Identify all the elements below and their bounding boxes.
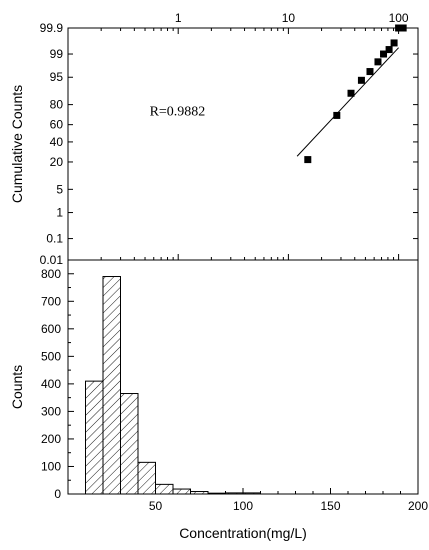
fit-line (296, 47, 399, 157)
top-y-tick-label: 0.1 (46, 232, 63, 246)
scatter-point (374, 58, 382, 66)
histogram-bar (102, 276, 121, 495)
bottom-y-tick-label: 400 (41, 377, 61, 391)
scatter-point (395, 24, 403, 32)
bottom-x-ticks: 50 100 150 200 (67, 488, 428, 513)
histogram-bar (172, 488, 191, 495)
histogram-bar (85, 380, 104, 495)
scatter-point (347, 89, 355, 97)
top-y-tick-label: 40 (50, 135, 64, 149)
histogram-bar (137, 461, 156, 495)
histogram-bars (85, 276, 261, 495)
top-x-tick-label: 100 (389, 11, 409, 25)
top-y-ticks: 99.9 99 95 80 60 40 20 5 1 0.1 0.01 (40, 21, 418, 267)
top-y-tick-label: 20 (50, 155, 64, 169)
bottom-y-ticks: 0 100 200 300 400 500 600 700 800 (41, 267, 74, 501)
top-y-tick-label: 0.01 (40, 253, 64, 267)
bottom-y-tick-label: 500 (41, 349, 61, 363)
bottom-x-tick-label: 100 (233, 499, 253, 513)
scatter-point (366, 68, 374, 76)
bottom-y-tick-label: 100 (41, 459, 61, 473)
bottom-y-tick-label: 600 (41, 322, 61, 336)
bottom-x-tick-label: 50 (149, 499, 163, 513)
histogram: 50 100 150 200 0 100 200 300 400 500 600 700 800 Co… (9, 259, 428, 541)
scatter-point (399, 24, 407, 32)
bottom-y-tick-label: 700 (41, 294, 61, 308)
top-y-axis-label: Cumulative Counts (9, 85, 25, 203)
scatter-point (333, 111, 341, 119)
top-y-tick-label: 95 (50, 70, 64, 84)
bottom-y-tick-label: 800 (41, 267, 61, 281)
bottom-x-tick-label: 150 (320, 499, 340, 513)
scatter-point (357, 76, 365, 84)
probability-plot: 1 10 100 99.9 99 95 80 60 40 20 5 1 0.1 0.01 R=0.988… (9, 11, 419, 267)
top-y-tick-label: 1 (56, 206, 63, 220)
x-axis-label: Concentration(mg/L) (179, 525, 307, 541)
correlation-annotation: R=0.9882 (150, 104, 206, 119)
bottom-y-tick-label: 300 (41, 404, 61, 418)
scatter-point (390, 39, 398, 47)
top-x-tick-label: 10 (282, 11, 296, 25)
top-x-ticks: 1 10 100 (100, 11, 409, 260)
bottom-y-tick-label: 200 (41, 432, 61, 446)
top-y-tick-label: 99 (50, 47, 64, 61)
histogram-bar (120, 393, 139, 495)
scatter-point (385, 46, 393, 54)
histogram-bar (155, 483, 174, 495)
top-y-tick-label: 5 (56, 182, 63, 196)
top-y-tick-label: 99.9 (40, 21, 64, 35)
bottom-x-tick-label: 200 (408, 499, 428, 513)
top-x-tick-label: 1 (175, 11, 182, 25)
scatter-points (304, 24, 407, 164)
bottom-y-tick-label: 0 (54, 487, 61, 501)
top-plot-frame (67, 27, 419, 261)
top-y-tick-label: 80 (50, 98, 64, 112)
top-y-tick-label: 60 (50, 118, 64, 132)
scatter-point (304, 156, 312, 164)
bottom-y-axis-label: Counts (9, 365, 25, 409)
scatter-point (380, 50, 388, 58)
